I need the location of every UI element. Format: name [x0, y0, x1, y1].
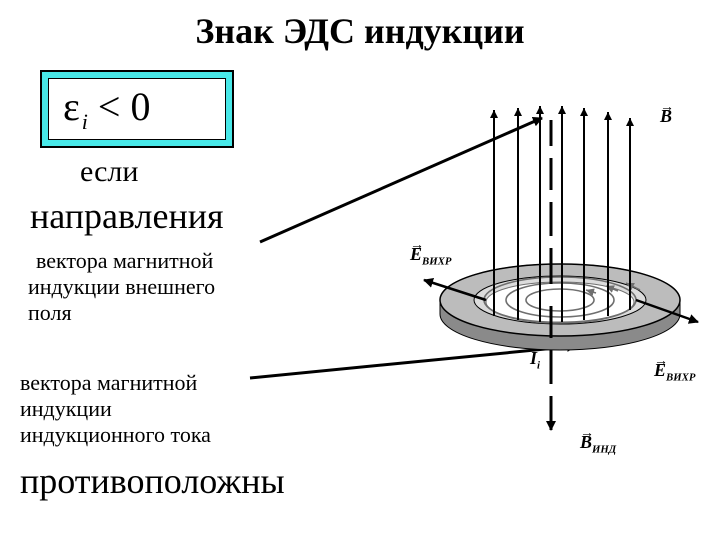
text-block2-l1: вектора магнитной: [20, 370, 197, 396]
formula-rhs: 0: [130, 84, 150, 129]
text-block2-l2: индукции: [20, 396, 112, 422]
label-I-i: Ii: [530, 348, 540, 372]
pointer-arrow-top: [260, 118, 542, 242]
spiral: [484, 277, 640, 323]
text-protivopolozhny: противоположны: [20, 460, 285, 502]
formula-operator: <: [98, 84, 121, 129]
label-E-left: →EВИХР: [410, 244, 451, 268]
page-title: Знак ЭДС индукции: [0, 10, 720, 52]
label-B-ind: →BИНД: [580, 432, 616, 456]
label-E-right: →EВИХР: [654, 360, 695, 384]
epsilon-subscript: i: [82, 109, 88, 134]
epsilon-symbol: ε: [63, 84, 80, 129]
formula-box: εi < 0: [40, 70, 234, 148]
text-block1-l3: поля: [28, 300, 72, 326]
e-vortex-arrows: [424, 280, 698, 322]
field-arrows-up: [494, 106, 630, 322]
ring: [440, 264, 680, 350]
text-esli: если: [80, 155, 138, 189]
text-block1-l2: индукции внешнего: [28, 274, 215, 300]
text-block1-l1: вектора магнитной: [36, 248, 213, 274]
text-block2-l3: индукционного тока: [20, 422, 211, 448]
formula-inner: εi < 0: [48, 78, 226, 140]
text-napravleniya: направления: [30, 195, 224, 237]
pointer-arrow-bottom: [250, 346, 576, 378]
label-B-top: →B: [660, 106, 672, 127]
